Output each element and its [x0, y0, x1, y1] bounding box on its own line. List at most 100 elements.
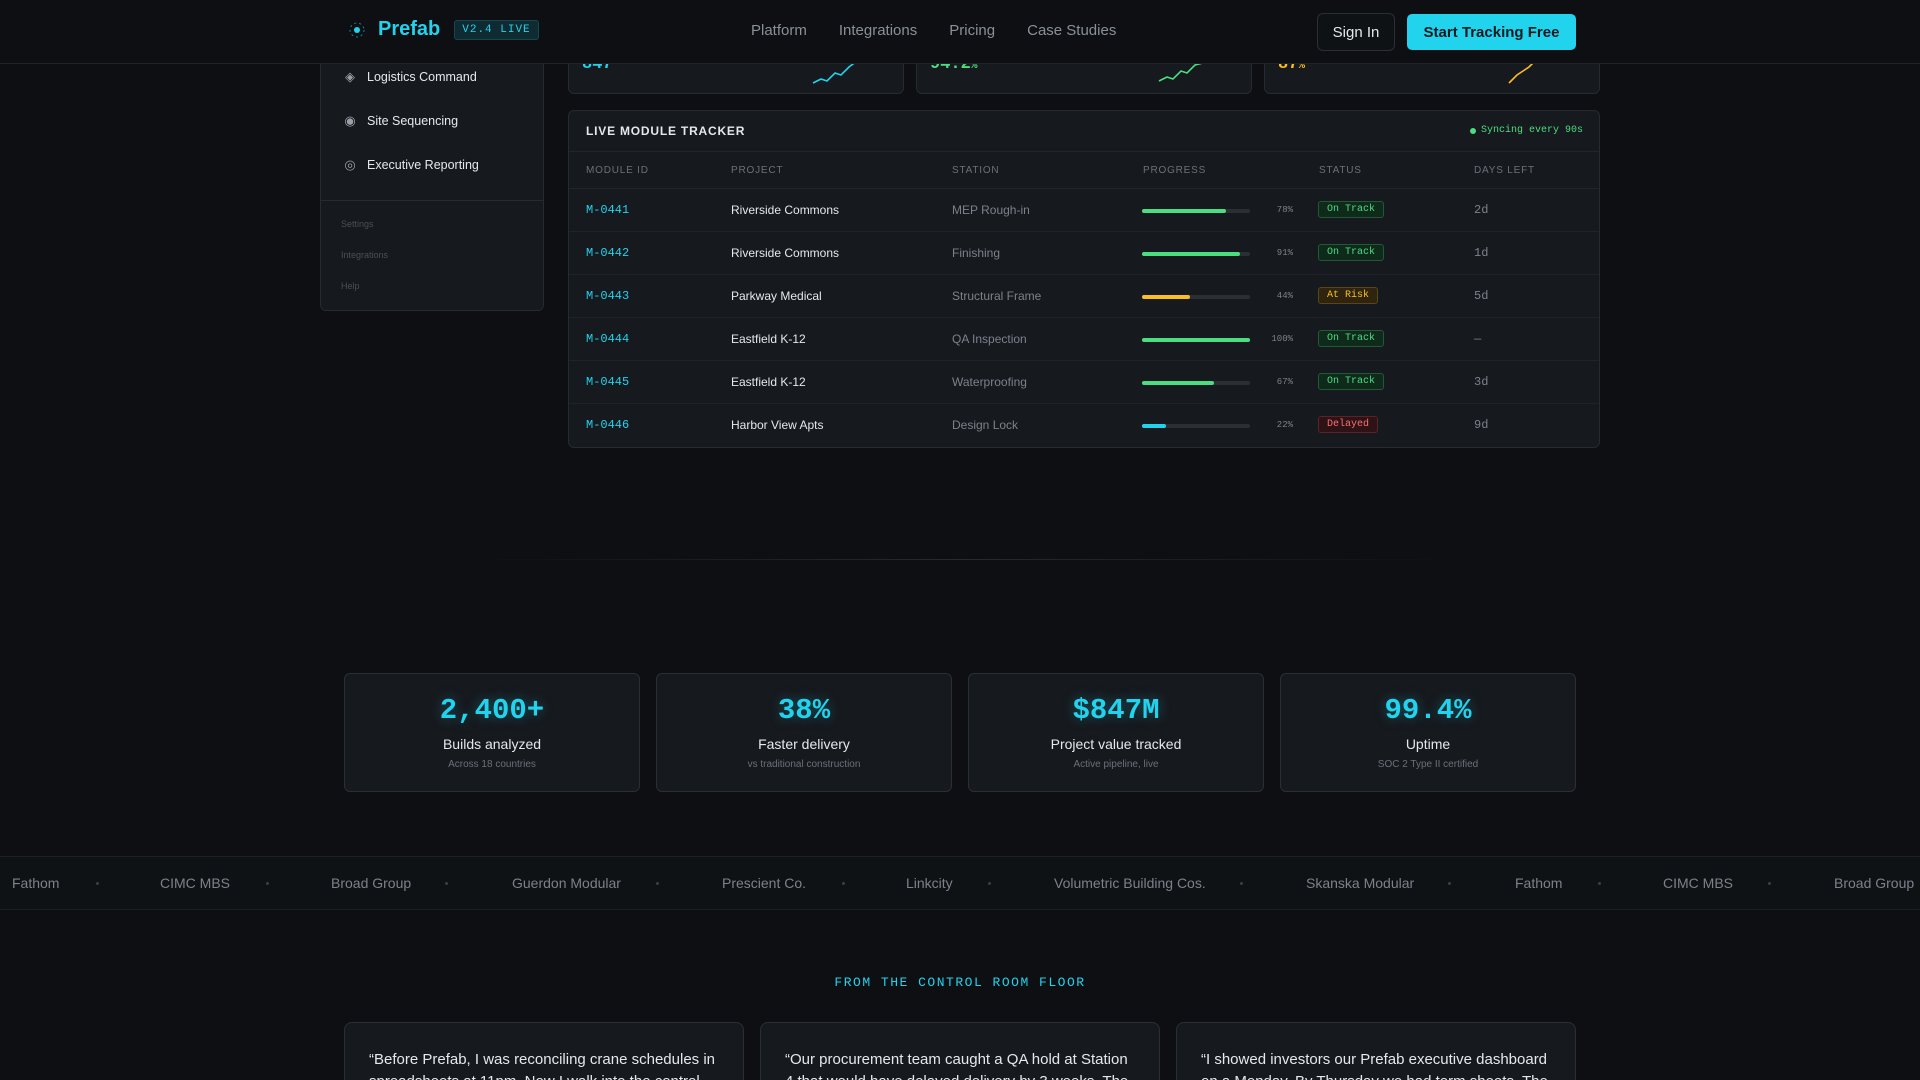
prefab-logo-icon: [346, 19, 368, 41]
table-row[interactable]: M-0445 Eastfield K-12 Waterproofing 67% On T…: [569, 361, 1599, 404]
customer-logo: Fathom: [1515, 875, 1563, 891]
stat-value: 99.4%: [1384, 694, 1472, 727]
sidebar-link-help[interactable]: Help: [341, 281, 360, 291]
nav-links: Platform Integrations Pricing Case Studi…: [751, 22, 1116, 39]
stat-label: Project value tracked: [1050, 736, 1182, 752]
project-name: Harbor View Apts: [731, 418, 824, 432]
status-badge: On Track: [1318, 330, 1385, 347]
table-header: MODULE ID PROJECT STATION PROGRESS STATU…: [569, 151, 1599, 189]
ring-icon: ◎: [344, 157, 356, 172]
table-row[interactable]: M-0442 Riverside Commons Finishing 91% On Tr…: [569, 232, 1599, 275]
progress-percent: 44%: [1276, 291, 1293, 301]
nav-link-pricing[interactable]: Pricing: [949, 22, 996, 39]
sidebar-item-label: Logistics Command: [367, 70, 477, 84]
start-tracking-button[interactable]: Start Tracking Free: [1407, 14, 1576, 50]
separator-dot-icon: [1768, 882, 1771, 885]
stat-label: Builds analyzed: [442, 736, 542, 752]
sidebar-item-logistics-command[interactable]: ◈ Logistics Command: [343, 69, 477, 85]
nav-link-platform[interactable]: Platform: [751, 22, 807, 39]
column-header[interactable]: STATION: [952, 165, 1000, 176]
nav-link-integrations[interactable]: Integrations: [838, 22, 918, 39]
progress-fill: [1142, 338, 1250, 342]
table-row[interactable]: M-0444 Eastfield K-12 QA Inspection 100% On …: [569, 318, 1599, 361]
stat-card-value: $847M Project value tracked Active pipel…: [968, 673, 1264, 792]
table-row[interactable]: M-0446 Harbor View Apts Design Lock 22% Dela…: [569, 404, 1599, 447]
progress-percent: 67%: [1276, 377, 1293, 387]
table-row[interactable]: M-0441 Riverside Commons MEP Rough-in 78% On…: [569, 189, 1599, 232]
brand[interactable]: Prefab V2.4 LIVE: [346, 18, 539, 41]
stat-sub: Across 18 countries: [448, 759, 536, 770]
separator-dot-icon: [96, 882, 99, 885]
sidebar-link-settings[interactable]: Settings: [341, 219, 374, 229]
customer-logo: Skanska Modular: [1306, 875, 1415, 891]
project-name: Riverside Commons: [731, 203, 840, 217]
sidebar-item-label: Executive Reporting: [367, 158, 479, 172]
stat-card-builds: 2,400+ Builds analyzed Across 18 countri…: [344, 673, 640, 792]
customer-logo: CIMC MBS: [160, 875, 230, 891]
stat-card-delivery: 38% Faster delivery vs traditional const…: [656, 673, 952, 792]
module-id-link[interactable]: M-0443: [586, 289, 630, 303]
customer-logo: Broad Group: [331, 875, 412, 891]
sidebar-divider: [321, 200, 543, 201]
progress-percent: 22%: [1276, 420, 1293, 430]
version-badge: V2.4 LIVE: [454, 19, 539, 40]
module-id-link[interactable]: M-0441: [586, 203, 630, 217]
sidebar-item-label: Site Sequencing: [367, 114, 459, 128]
column-header[interactable]: DAYS LEFT: [1474, 165, 1535, 176]
brand-name: Prefab: [378, 18, 441, 40]
module-id-link[interactable]: M-0445: [586, 375, 630, 389]
stat-value: $847M: [1072, 694, 1160, 727]
table-row[interactable]: M-0443 Parkway Medical Structural Frame 44%…: [569, 275, 1599, 318]
testimonial-quote: “Our procurement team caught a QA hold a…: [785, 1051, 1128, 1080]
column-header[interactable]: PROGRESS: [1143, 165, 1207, 176]
top-nav: Prefab V2.4 LIVE Platform Integrations P…: [0, 0, 1920, 64]
sign-in-button[interactable]: Sign In: [1317, 13, 1395, 51]
status-badge: On Track: [1318, 244, 1385, 261]
column-header[interactable]: PROJECT: [731, 165, 784, 176]
status-badge: Delayed: [1318, 416, 1379, 433]
station-name: Design Lock: [952, 418, 1019, 432]
days-left: 2d: [1474, 203, 1489, 217]
column-header[interactable]: MODULE ID: [586, 165, 649, 176]
separator-dot-icon: [1448, 882, 1451, 885]
stat-sub: Active pipeline, live: [1073, 759, 1159, 770]
nav-link-case-studies[interactable]: Case Studies: [1027, 22, 1117, 39]
customer-logo-strip: Fathom CIMC MBS Broad Group Guerdon Modu…: [0, 856, 1920, 910]
dashboard-sidebar: ◈ Logistics Command ◉ Site Sequencing ◎ …: [320, 40, 544, 311]
section-divider: [460, 559, 1460, 560]
customer-logo: Fathom: [12, 875, 60, 891]
progress-percent: 100%: [1271, 334, 1293, 344]
separator-dot-icon: [1598, 882, 1601, 885]
module-id-link[interactable]: M-0442: [586, 246, 630, 260]
stat-value: 38%: [777, 694, 831, 727]
progress-bar: [1142, 424, 1250, 428]
testimonials-kicker: FROM THE CONTROL ROOM FLOOR: [834, 975, 1086, 990]
stat-label: Uptime: [1405, 736, 1451, 752]
module-id-link[interactable]: M-0444: [586, 332, 630, 346]
sidebar-link-integrations[interactable]: Integrations: [341, 250, 389, 260]
stat-sub: vs traditional construction: [747, 759, 861, 770]
separator-dot-icon: [842, 882, 845, 885]
live-module-tracker: LIVE MODULE TRACKER Syncing every 90s MO…: [568, 110, 1600, 448]
progress-bar: [1142, 252, 1250, 256]
sparkline-icon: [1508, 60, 1536, 84]
sync-label: Syncing every 90s: [1480, 125, 1583, 136]
progress-fill: [1142, 252, 1241, 256]
project-name: Parkway Medical: [731, 289, 822, 303]
progress-bar: [1142, 295, 1250, 299]
sidebar-item-site-sequencing[interactable]: ◉ Site Sequencing: [343, 113, 458, 129]
days-left: 1d: [1474, 246, 1489, 260]
customer-logo: Broad Group: [1834, 875, 1915, 891]
module-id-link[interactable]: M-0446: [586, 418, 630, 432]
project-name: Eastfield K-12: [731, 332, 806, 346]
live-dot-icon: [1469, 127, 1476, 134]
progress-percent: 91%: [1276, 248, 1293, 258]
separator-dot-icon: [988, 882, 991, 885]
testimonial-card: “Before Prefab, I was reconciling crane …: [344, 1022, 744, 1080]
customer-logo: Guerdon Modular: [512, 875, 621, 891]
sparkline-icon: [1158, 62, 1204, 82]
column-header[interactable]: STATUS: [1319, 165, 1362, 176]
progress-fill: [1142, 209, 1227, 213]
sidebar-item-executive-reporting[interactable]: ◎ Executive Reporting: [343, 157, 479, 173]
status-badge: At Risk: [1318, 287, 1379, 304]
